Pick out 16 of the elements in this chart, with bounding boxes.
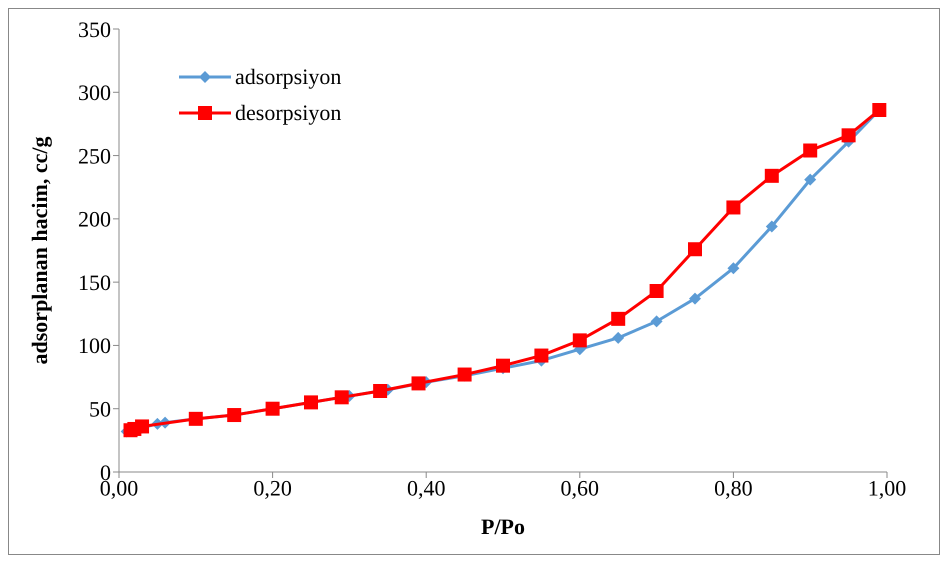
legend-label: adsorpsiyon bbox=[235, 63, 342, 91]
x-tick-label: 0,20 bbox=[253, 476, 292, 501]
x-tick-label: 0,80 bbox=[714, 476, 753, 501]
y-tick-label: 200 bbox=[78, 206, 111, 232]
y-axis-title: adsorplanan hacim, cc/g bbox=[26, 136, 52, 364]
x-tick-label: 1,00 bbox=[868, 476, 906, 501]
x-axis-title: P/Po bbox=[481, 514, 525, 539]
y-tick-label: 100 bbox=[78, 333, 111, 358]
x-tick-label: 0,40 bbox=[406, 476, 446, 501]
y-tick-label: 250 bbox=[78, 143, 111, 168]
x-tick-label: 0,60 bbox=[560, 476, 600, 501]
y-tick-label: 350 bbox=[78, 16, 111, 42]
legend-label: desorpsiyon bbox=[235, 99, 342, 127]
y-tick-label: 50 bbox=[89, 396, 111, 422]
y-tick-label: 150 bbox=[78, 270, 111, 295]
y-tick-label: 300 bbox=[78, 80, 111, 106]
